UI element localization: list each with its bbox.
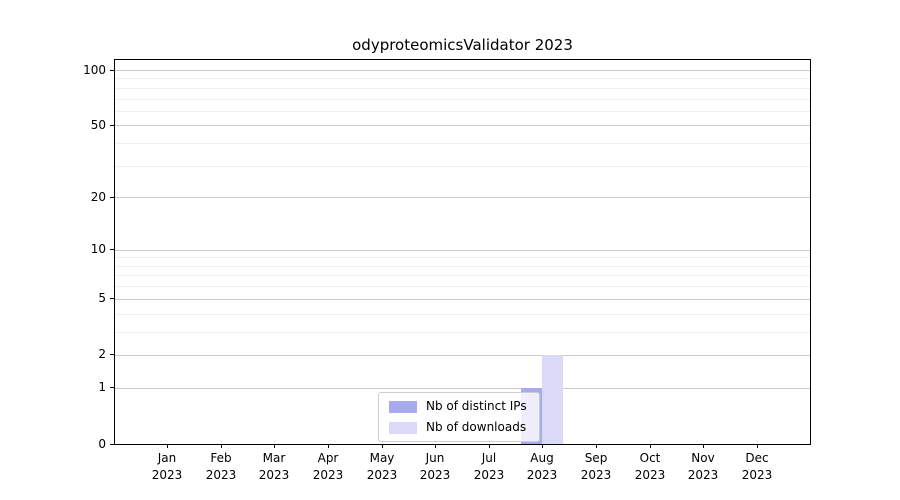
x-tick-label-jan: Jan 2023 bbox=[135, 450, 199, 484]
x-tick-label-mar: Mar 2023 bbox=[242, 450, 306, 484]
gridline-major-2 bbox=[115, 355, 810, 356]
gridline-major-20 bbox=[115, 197, 810, 198]
gridline-major-1 bbox=[115, 388, 810, 389]
gridline-major-100 bbox=[115, 70, 810, 71]
legend-item-downloads: Nb of downloads bbox=[389, 421, 527, 434]
x-tick-year: 2023 bbox=[526, 468, 558, 482]
x-tick-feb bbox=[221, 444, 222, 448]
legend: Nb of distinct IPs Nb of downloads bbox=[378, 392, 540, 442]
gridline-minor-7 bbox=[115, 275, 810, 276]
x-tick-label-jun: Jun 2023 bbox=[403, 450, 467, 484]
y-tick-20 bbox=[110, 197, 114, 198]
x-tick-month: Aug bbox=[530, 451, 554, 465]
gridline-minor-4 bbox=[115, 314, 810, 315]
x-tick-year: 2023 bbox=[634, 468, 666, 482]
y-tick-50 bbox=[110, 125, 114, 126]
x-tick-nov bbox=[703, 444, 704, 448]
legend-swatch-distinct-ips bbox=[389, 400, 417, 413]
x-tick-month: Jun bbox=[425, 451, 445, 465]
y-tick-5 bbox=[110, 298, 114, 299]
x-tick-year: 2023 bbox=[366, 468, 398, 482]
gridline-minor-60 bbox=[115, 111, 810, 112]
legend-label-distinct-ips: Nb of distinct IPs bbox=[426, 399, 527, 413]
x-tick-label-nov: Nov 2023 bbox=[671, 450, 735, 484]
gridline-minor-3 bbox=[115, 332, 810, 333]
y-tick-label-1: 1 bbox=[98, 380, 106, 394]
x-tick-year: 2023 bbox=[741, 468, 773, 482]
x-tick-month: Oct bbox=[639, 451, 661, 465]
x-tick-year: 2023 bbox=[258, 468, 290, 482]
x-tick-year: 2023 bbox=[473, 468, 505, 482]
y-tick-0 bbox=[110, 444, 114, 445]
y-tick-label-100: 100 bbox=[83, 63, 106, 77]
x-tick-label-oct: Oct 2023 bbox=[618, 450, 682, 484]
y-tick-label-20: 20 bbox=[90, 190, 106, 204]
bar-aug-downloads bbox=[542, 355, 563, 444]
x-tick-year: 2023 bbox=[580, 468, 612, 482]
y-tick-label-5: 5 bbox=[98, 291, 106, 305]
x-tick-month: Apr bbox=[317, 451, 339, 465]
x-tick-dec bbox=[757, 444, 758, 448]
plot-area: Nb of distinct IPs Nb of downloads bbox=[114, 59, 811, 445]
x-tick-jun bbox=[435, 444, 436, 448]
x-tick-year: 2023 bbox=[151, 468, 183, 482]
gridline-minor-8 bbox=[115, 266, 810, 267]
y-tick-100 bbox=[110, 70, 114, 71]
x-tick-label-jul: Jul 2023 bbox=[457, 450, 521, 484]
x-tick-apr bbox=[328, 444, 329, 448]
gridline-minor-90 bbox=[115, 78, 810, 79]
legend-swatch-downloads bbox=[389, 421, 417, 434]
gridline-minor-40 bbox=[115, 143, 810, 144]
y-tick-10 bbox=[110, 249, 114, 250]
gridline-minor-30 bbox=[115, 166, 810, 167]
y-tick-2 bbox=[110, 354, 114, 355]
y-tick-label-0: 0 bbox=[98, 437, 106, 451]
legend-item-distinct-ips: Nb of distinct IPs bbox=[389, 400, 527, 413]
x-tick-year: 2023 bbox=[312, 468, 344, 482]
gridline-minor-6 bbox=[115, 286, 810, 287]
gridline-major-50 bbox=[115, 125, 810, 126]
y-tick-label-50: 50 bbox=[90, 118, 106, 132]
gridline-minor-9 bbox=[115, 257, 810, 258]
x-tick-label-apr: Apr 2023 bbox=[296, 450, 360, 484]
x-tick-mar bbox=[274, 444, 275, 448]
x-tick-oct bbox=[650, 444, 651, 448]
x-tick-month: Dec bbox=[745, 451, 769, 465]
x-tick-month: Jul bbox=[481, 451, 497, 465]
x-tick-label-may: May 2023 bbox=[350, 450, 414, 484]
x-tick-month: Feb bbox=[210, 451, 232, 465]
x-tick-month: Mar bbox=[262, 451, 286, 465]
x-tick-year: 2023 bbox=[205, 468, 237, 482]
x-tick-month: Sep bbox=[584, 451, 608, 465]
x-tick-label-sep: Sep 2023 bbox=[564, 450, 628, 484]
x-tick-sep bbox=[596, 444, 597, 448]
chart-title: odyproteomicsValidator 2023 bbox=[352, 36, 573, 54]
gridline-major-5 bbox=[115, 299, 810, 300]
legend-label-downloads: Nb of downloads bbox=[426, 420, 527, 434]
gridline-minor-70 bbox=[115, 99, 810, 100]
x-tick-month: Jan bbox=[157, 451, 177, 465]
gridline-major-10 bbox=[115, 250, 810, 251]
x-tick-may bbox=[382, 444, 383, 448]
x-tick-year: 2023 bbox=[419, 468, 451, 482]
gridline-minor-80 bbox=[115, 88, 810, 89]
x-tick-label-dec: Dec 2023 bbox=[725, 450, 789, 484]
x-tick-jan bbox=[167, 444, 168, 448]
x-tick-jul bbox=[489, 444, 490, 448]
x-tick-year: 2023 bbox=[687, 468, 719, 482]
x-tick-label-aug: Aug 2023 bbox=[510, 450, 574, 484]
x-tick-label-feb: Feb 2023 bbox=[189, 450, 253, 484]
x-tick-month: May bbox=[369, 451, 395, 465]
y-tick-label-10: 10 bbox=[90, 242, 106, 256]
x-tick-aug bbox=[542, 444, 543, 448]
y-tick-label-2: 2 bbox=[98, 347, 106, 361]
y-tick-1 bbox=[110, 387, 114, 388]
x-tick-month: Nov bbox=[691, 451, 715, 465]
